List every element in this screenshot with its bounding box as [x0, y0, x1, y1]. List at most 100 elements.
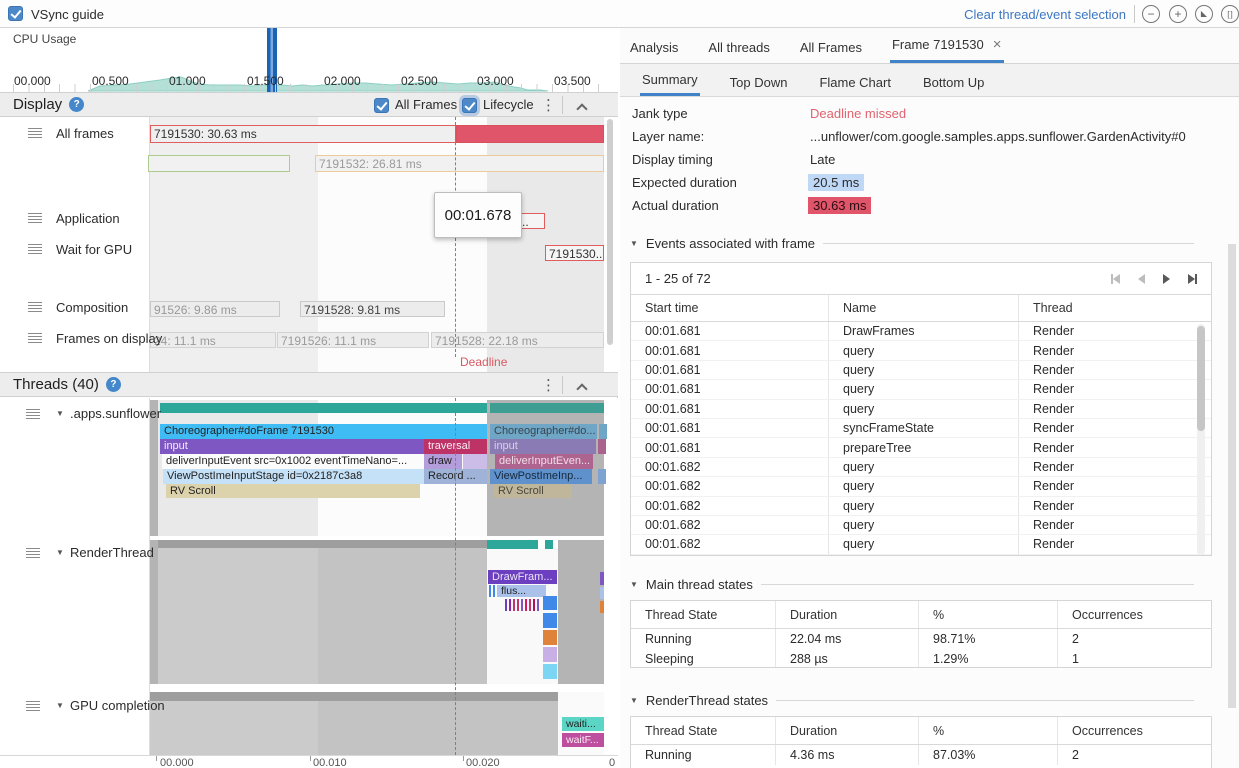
clear-selection-link[interactable]: Clear thread/event selection — [964, 7, 1126, 22]
trace-event-waitfence[interactable]: waitF... — [562, 733, 604, 747]
trace-block[interactable] — [543, 613, 557, 628]
composition-frame-bar[interactable]: 7191528: 9.81 ms — [300, 301, 445, 317]
help-icon[interactable]: ? — [69, 97, 85, 112]
wait-for-gpu-frame-bar[interactable]: 7191530... — [545, 245, 604, 261]
collapse-threads-chevron-icon[interactable] — [576, 383, 588, 395]
trace-event-input-dim[interactable]: input — [490, 439, 596, 454]
table-row[interactable]: 00:01.682 query Render — [631, 477, 1211, 497]
trace-tick[interactable] — [525, 599, 527, 611]
trace-tick[interactable] — [513, 599, 515, 611]
collapse-section-icon[interactable]: ▼ — [630, 239, 638, 248]
thread-state-running-bar[interactable] — [545, 540, 553, 549]
trace-tick[interactable] — [533, 599, 535, 611]
close-tab-icon[interactable]: × — [992, 35, 1002, 53]
thread-state-running-bar-dim[interactable] — [490, 403, 604, 413]
collapse-section-icon[interactable]: ▼ — [630, 696, 638, 705]
cpu-usage-track[interactable]: CPU Usage 00.000 00.500 01.000 01.500 02… — [0, 28, 618, 92]
zoom-in-icon[interactable]: + — [1169, 5, 1187, 23]
frame-bar-7191532[interactable]: 7191532: 26.81 ms — [315, 155, 604, 172]
events-section-header[interactable]: ▼ Events associated with frame — [630, 236, 1222, 251]
trace-bar-fragment[interactable] — [599, 424, 607, 439]
trace-event-draw[interactable]: draw — [424, 454, 462, 469]
subtab-summary[interactable]: Summary — [640, 64, 700, 96]
table-row[interactable]: 00:01.682 query Render — [631, 457, 1211, 478]
panel-scrollbar-thumb[interactable] — [1228, 244, 1236, 708]
table-row[interactable]: 00:01.682 query Render — [631, 515, 1211, 536]
track-drag-handle[interactable] — [26, 548, 40, 558]
first-page-icon[interactable] — [1111, 273, 1120, 284]
track-drag-handle[interactable] — [26, 701, 40, 711]
trace-event-input[interactable]: input — [160, 439, 424, 454]
table-row[interactable]: 00:01.681 query Render — [631, 399, 1211, 419]
trace-event-choreographer[interactable]: Choreographer#doFrame 7191530 — [160, 424, 487, 439]
tab-all-threads[interactable]: All threads — [708, 40, 770, 55]
composition-frame-bar[interactable]: 91526: 9.86 ms — [150, 301, 280, 317]
column-header[interactable]: Start time — [631, 295, 829, 321]
table-row[interactable]: 00:01.681 syncFrameState Render — [631, 418, 1211, 439]
trace-tick[interactable] — [489, 585, 491, 597]
column-header[interactable]: Thread — [1033, 301, 1073, 315]
help-icon[interactable]: ? — [105, 377, 121, 392]
table-row[interactable]: 00:01.681 query Render — [631, 341, 1211, 361]
trace-event-viewpostime[interactable]: ViewPostImeInputStage id=0x2187c3a8 — [163, 469, 424, 484]
trace-event-waiting[interactable]: waiti... — [562, 717, 604, 731]
lifecycle-checkbox[interactable] — [462, 98, 477, 113]
table-row[interactable]: Sleeping 288 µs 1.29% 1 — [631, 649, 1211, 667]
track-drag-handle[interactable] — [28, 244, 42, 254]
render-states-section-header[interactable]: ▼ RenderThread states — [630, 693, 1222, 708]
column-header[interactable]: Duration — [776, 601, 919, 628]
table-row[interactable]: 00:01.682 query Render — [631, 496, 1211, 516]
previous-page-icon[interactable] — [1138, 273, 1145, 284]
events-scrollbar-track[interactable] — [1197, 324, 1205, 555]
trace-bar-fragment[interactable] — [598, 469, 606, 484]
events-scrollbar-thumb[interactable] — [1197, 326, 1205, 431]
track-drag-handle[interactable] — [28, 302, 42, 312]
last-page-icon[interactable] — [1188, 273, 1197, 284]
trace-tick[interactable] — [600, 572, 604, 585]
column-header[interactable]: Occurrences — [1072, 723, 1143, 738]
subtab-bottom-up[interactable]: Bottom Up — [922, 75, 985, 90]
table-row[interactable]: 00:01.681 query Render — [631, 360, 1211, 381]
trace-event-rv-scroll[interactable]: RV Scroll — [166, 484, 420, 498]
trace-bar-fragment[interactable] — [598, 439, 606, 454]
trace-tick[interactable] — [509, 599, 511, 611]
frame-bar-7191530[interactable]: 7191530: 30.63 ms — [150, 125, 456, 143]
track-drag-handle[interactable] — [28, 213, 42, 223]
next-page-icon[interactable] — [1163, 273, 1170, 284]
thread-state-running-bar[interactable] — [487, 540, 538, 549]
frame-bar-green[interactable] — [148, 155, 290, 172]
frame-bar-7191530-jank-portion[interactable] — [456, 125, 604, 143]
trace-block[interactable] — [543, 596, 557, 610]
trace-event-rv-scroll-dim[interactable]: RV Scroll — [494, 484, 572, 498]
track-drag-handle[interactable] — [28, 333, 42, 343]
main-states-section-header[interactable]: ▼ Main thread states — [630, 577, 1222, 592]
frames-on-display-bar[interactable]: 24: 11.1 ms — [150, 332, 276, 348]
vsync-guide-checkbox[interactable] — [8, 6, 23, 21]
collapse-section-icon[interactable]: ▼ — [630, 580, 638, 589]
column-header[interactable]: Thread State — [631, 601, 776, 628]
expand-thread-chevron-icon[interactable]: ▼ — [56, 701, 64, 710]
subtab-flame-chart[interactable]: Flame Chart — [819, 75, 891, 90]
table-row[interactable]: 00:01.681 query Render — [631, 380, 1211, 400]
table-row[interactable]: 00:01.682 query Render — [631, 535, 1211, 555]
reset-zoom-icon[interactable]: ◣ — [1195, 5, 1213, 23]
trace-block[interactable] — [543, 647, 557, 662]
trace-event-deliver-input[interactable]: deliverInputEvent src=0x1002 eventTimeNa… — [162, 454, 424, 469]
column-header[interactable]: % — [919, 601, 1058, 628]
trace-bar-fragment[interactable] — [463, 454, 487, 469]
trace-tick[interactable] — [517, 599, 519, 611]
collapse-display-chevron-icon[interactable] — [576, 103, 588, 115]
frames-on-display-bar[interactable]: 7191526: 11.1 ms — [277, 332, 429, 348]
trace-event-choreographer-dim[interactable]: Choreographer#do... — [490, 424, 597, 439]
all-frames-checkbox[interactable] — [374, 98, 389, 113]
trace-tick[interactable] — [600, 601, 604, 613]
column-header[interactable]: Occurrences — [1072, 607, 1143, 622]
zoom-out-icon[interactable]: − — [1142, 5, 1160, 23]
table-row[interactable]: Running 22.04 ms 98.71% 2 — [631, 629, 1211, 649]
table-row[interactable]: Running 4.36 ms 87.03% 2 — [631, 745, 1211, 765]
display-scrollbar-thumb[interactable] — [607, 119, 613, 345]
expand-thread-chevron-icon[interactable]: ▼ — [56, 548, 64, 557]
zoom-to-selection-icon[interactable]: [ ] — [1221, 5, 1239, 23]
display-menu-kebab-icon[interactable]: ⋮ — [541, 96, 556, 114]
trace-block[interactable] — [543, 664, 557, 679]
